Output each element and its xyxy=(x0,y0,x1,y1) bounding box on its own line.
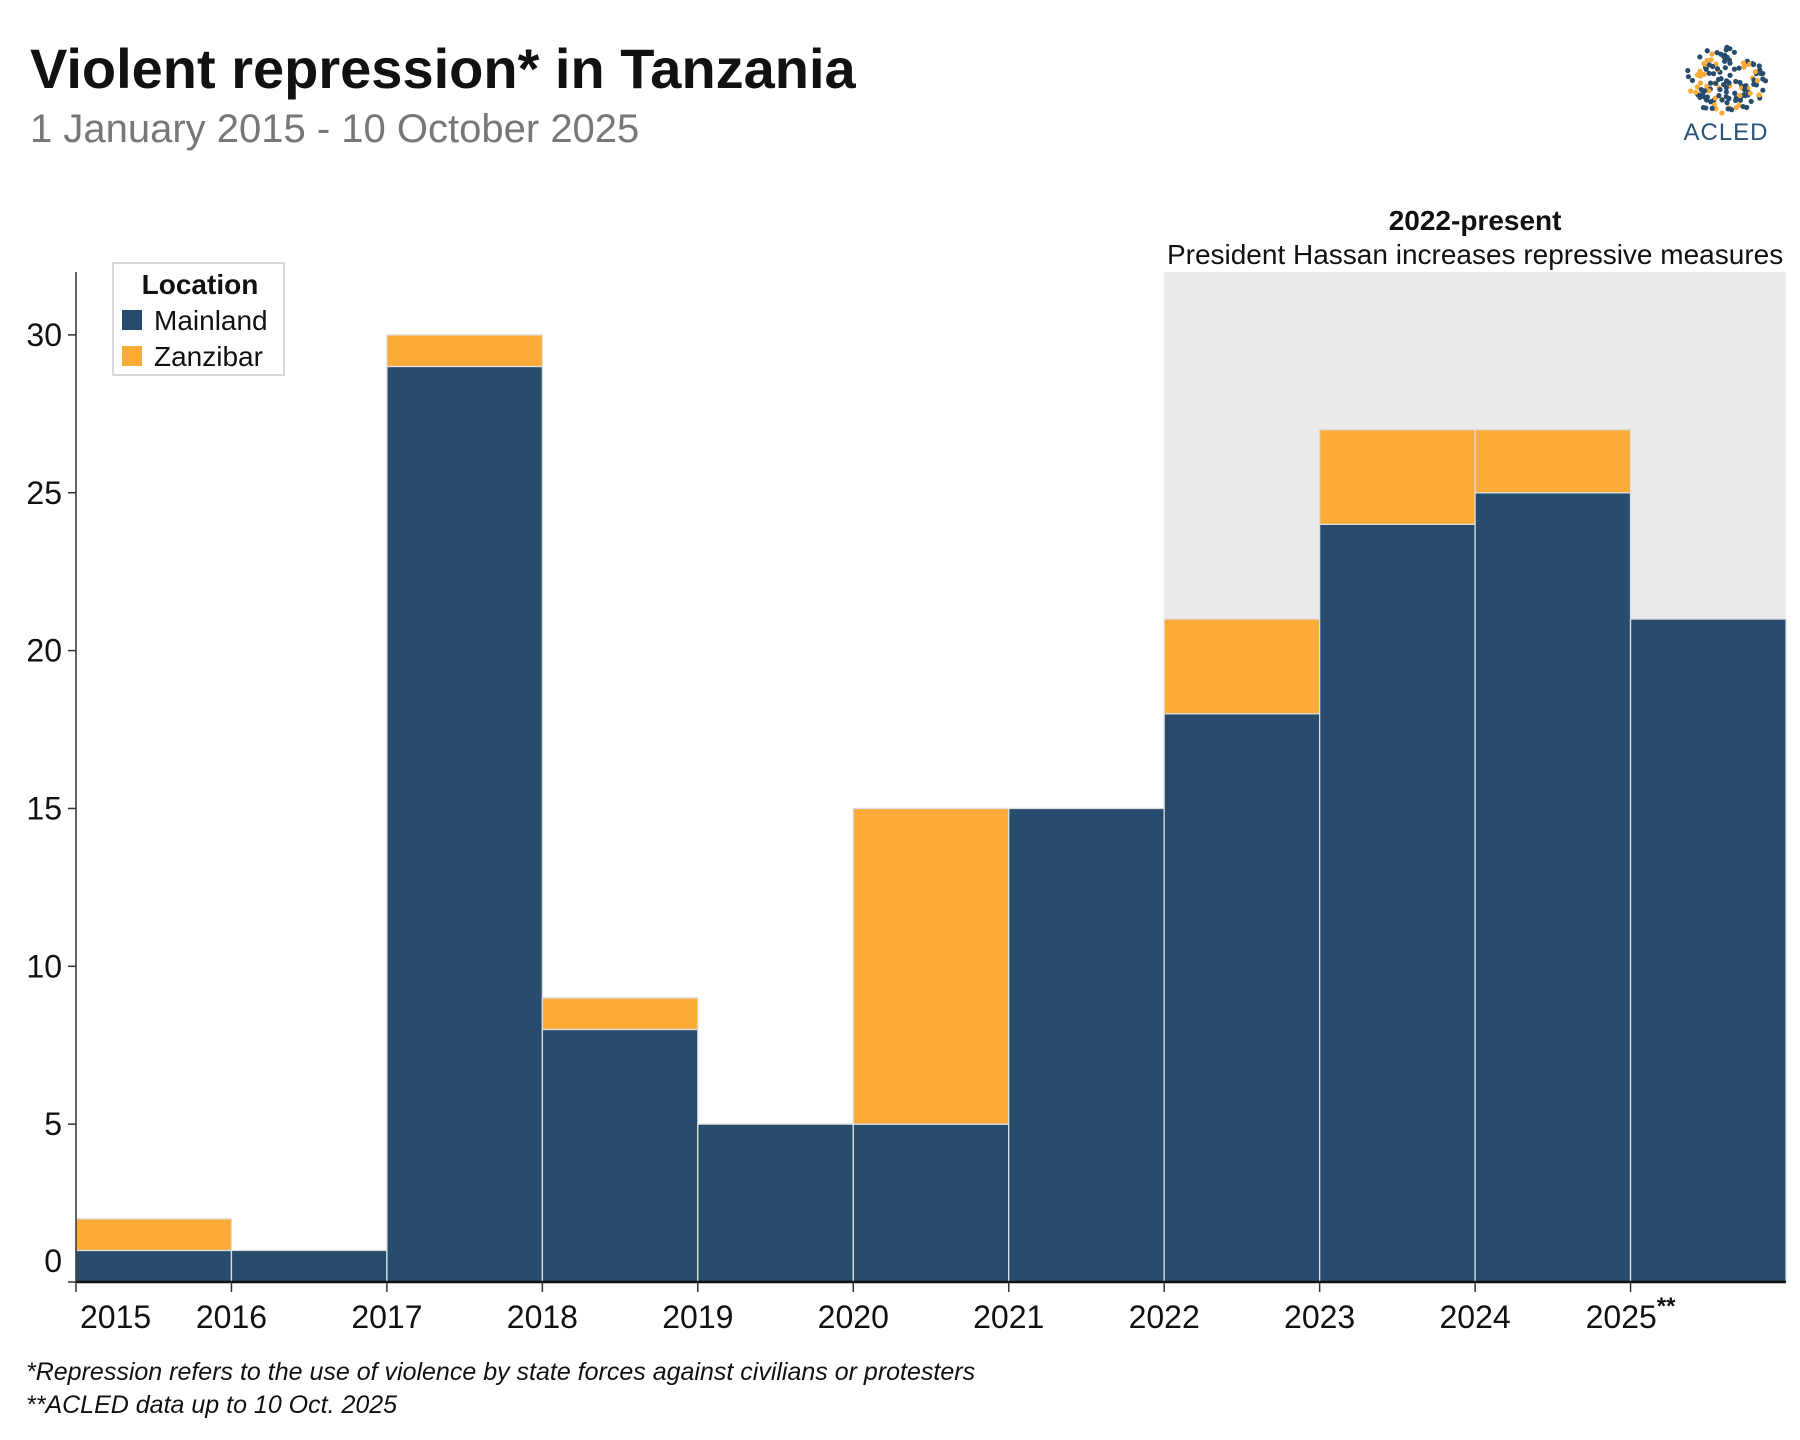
y-tick-label: 25 xyxy=(26,475,62,511)
x-tick-label: 2016 xyxy=(196,1299,267,1335)
legend-label-mainland: Mainland xyxy=(154,305,268,336)
bar-mainland-2016 xyxy=(230,1249,388,1283)
axes: 0 5 10 15 20 25 30 2015 2016 2017 2018 2019 2020 2021… xyxy=(26,272,1786,1335)
bars xyxy=(75,334,1787,1283)
bar-mainland-2023 xyxy=(1318,523,1476,1283)
bar-mainland-2022 xyxy=(1163,713,1321,1283)
bar-mainland-2019 xyxy=(697,1123,854,1283)
legend-swatch-mainland xyxy=(122,310,142,330)
y-tick-label: 30 xyxy=(26,317,62,353)
bar-mainland-2025 xyxy=(1629,618,1787,1283)
x-tick-label: 2019 xyxy=(662,1299,733,1335)
bar-zanzibar-2017 xyxy=(386,334,544,368)
y-tick-label: 0 xyxy=(44,1243,62,1279)
chart-subtitle: 1 January 2015 - 10 October 2025 xyxy=(30,107,639,151)
y-tick-label: 5 xyxy=(44,1106,62,1142)
acled-logo: ACLED xyxy=(1683,44,1769,146)
bar-zanzibar-2015 xyxy=(75,1218,233,1252)
y-tick-label: 15 xyxy=(26,790,62,826)
legend-label-zanzibar: Zanzibar xyxy=(154,341,263,372)
x-tick-label: 2023 xyxy=(1284,1299,1355,1335)
bar-mainland-2018 xyxy=(541,1028,699,1283)
chart-title: Violent repression* in Tanzania xyxy=(30,37,857,100)
y-tick-label: 20 xyxy=(26,633,62,669)
bar-zanzibar-2018 xyxy=(541,997,699,1031)
x-tick-label: 2020 xyxy=(818,1299,889,1335)
x-tick-label: 2017 xyxy=(351,1299,422,1335)
bar-mainland-2017 xyxy=(386,365,544,1283)
bar-mainland-2024 xyxy=(1474,492,1632,1283)
bar-mainland-2015 xyxy=(75,1249,233,1283)
bar-mainland-2020 xyxy=(852,1123,1010,1283)
bar-zanzibar-2022 xyxy=(1163,618,1321,715)
bar-mainland-2021 xyxy=(1008,807,1165,1283)
x-tick-label: 2025** xyxy=(1586,1293,1677,1335)
x-tick-label: 2022 xyxy=(1129,1299,1200,1335)
x-tick-label: 2021 xyxy=(973,1299,1044,1335)
footnote-2: **ACLED data up to 10 Oct. 2025 xyxy=(26,1391,397,1419)
bar-zanzibar-2024 xyxy=(1474,428,1632,494)
bar-zanzibar-2020 xyxy=(852,807,1010,1125)
bar-zanzibar-2023 xyxy=(1318,428,1476,525)
x-tick-label: 2018 xyxy=(507,1299,578,1335)
legend-title: Location xyxy=(142,269,259,300)
annotation-text: President Hassan increases repressive me… xyxy=(1167,239,1783,270)
y-tick-label: 10 xyxy=(26,948,62,984)
legend-swatch-zanzibar xyxy=(122,346,142,366)
x-tick-label: 2015 xyxy=(80,1299,151,1335)
footnote-1: *Repression refers to the use of violenc… xyxy=(26,1358,975,1386)
x-tick-label: 2024 xyxy=(1439,1299,1510,1335)
legend: Location Mainland Zanzibar xyxy=(112,262,285,376)
annotation-title: 2022-present xyxy=(1389,205,1562,236)
svg-text:ACLED: ACLED xyxy=(1683,119,1768,146)
